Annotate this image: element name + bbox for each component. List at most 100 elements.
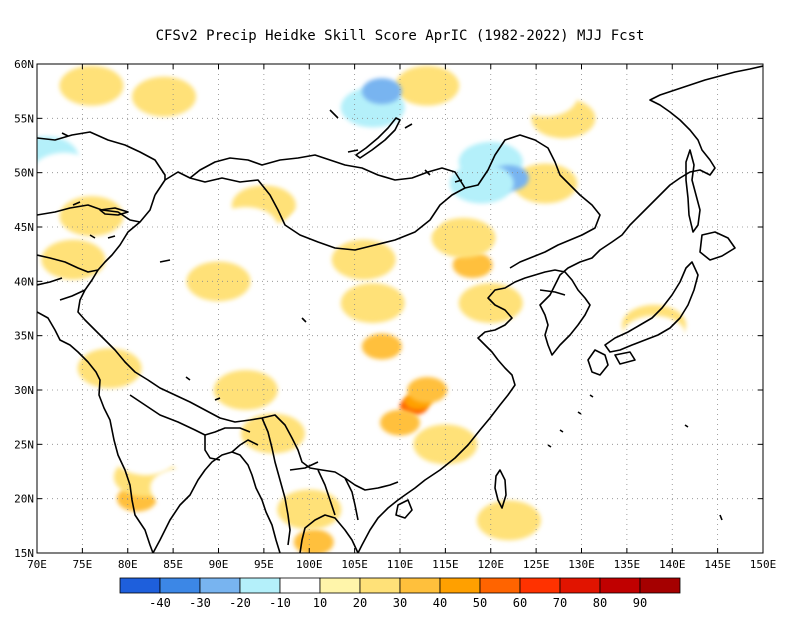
legend-label: 90: [633, 596, 647, 610]
coastline-sakhalin: [685, 149, 701, 233]
x-tick-label: 100E: [296, 558, 323, 571]
legend-color-box: [519, 577, 561, 594]
legend-label: -10: [269, 596, 291, 610]
legend-color-box: [479, 577, 521, 594]
y-tick-label: 50N: [14, 167, 34, 180]
coastline-taiwan: [494, 469, 507, 509]
legend-color-box: [279, 577, 321, 594]
skill-shade-19: [132, 76, 197, 117]
coastline-small-lakes: [61, 109, 463, 401]
legend-color-box: [559, 577, 601, 594]
map-title: CFSv2 Precip Heidke Skill Score AprIC (1…: [155, 28, 645, 44]
border-central-asia: [37, 254, 99, 301]
y-tick-label: 45N: [14, 221, 34, 234]
skill-score-shading: [37, 64, 687, 553]
skill-shade-46: [513, 76, 578, 117]
legend-label: 30: [393, 596, 407, 610]
x-tick-label: 95E: [254, 558, 274, 571]
skill-shade-15: [77, 348, 142, 389]
legend-label: 10: [313, 596, 327, 610]
skill-shade-24: [240, 413, 305, 454]
legend-label: 40: [433, 596, 447, 610]
legend-color-box: [159, 577, 201, 594]
x-tick-label: 90E: [209, 558, 229, 571]
skill-shade-33: [361, 78, 402, 105]
legend-label: -20: [229, 596, 251, 610]
legend-color-box: [639, 577, 681, 594]
legend-label: 60: [513, 596, 527, 610]
legend-color-box: [399, 577, 441, 594]
coastline-kyushu: [587, 349, 609, 376]
skill-shade-25: [186, 261, 251, 302]
coastline-hokkaido: [699, 231, 736, 261]
y-tick-label: 20N: [14, 493, 34, 506]
legend-color-box: [119, 577, 161, 594]
y-tick-label: 35N: [14, 330, 34, 343]
x-tick-label: 70E: [27, 558, 47, 571]
skill-shade-5: [340, 283, 405, 324]
y-tick-label: 25N: [14, 438, 34, 451]
x-tick-label: 105E: [341, 558, 368, 571]
y-tick-label: 55N: [14, 112, 34, 125]
x-axis-ticks: 70E 75E 80E 85E 90E 95E 100E 105E 110E 115E 120E 12…: [27, 64, 776, 571]
legend-label: -40: [149, 596, 171, 610]
skill-shade-23: [213, 370, 278, 410]
lake-balkhash: [99, 207, 129, 216]
x-tick-label: 140E: [659, 558, 686, 571]
y-axis-ticks: 15N 20N 25N 30N 35N 40N 45N 50N 55N 60N: [14, 58, 763, 560]
legend-color-box: [319, 577, 361, 594]
y-tick-label: 30N: [14, 384, 34, 397]
skill-shade-35: [37, 152, 97, 193]
skill-shade-44: [377, 196, 442, 237]
legend-label: 70: [553, 596, 567, 610]
border-south-asia: [129, 394, 359, 546]
coastline-ryukyu: [547, 394, 723, 521]
skill-shade-16: [41, 239, 106, 280]
skill-shade-18: [59, 65, 124, 106]
skill-shade-28: [476, 500, 541, 541]
skill-shade-17: [59, 196, 124, 237]
skill-shade-7: [452, 252, 493, 279]
x-tick-label: 135E: [614, 558, 641, 571]
legend-label: 80: [593, 596, 607, 610]
x-tick-label: 85E: [163, 558, 183, 571]
x-tick-label: 115E: [432, 558, 459, 571]
skill-shade-41: [150, 467, 215, 508]
y-tick-label: 15N: [14, 547, 34, 560]
legend-color-box: [199, 577, 241, 594]
y-tick-label: 40N: [14, 275, 34, 288]
skill-shade-8: [431, 217, 496, 258]
legend-label: 20: [353, 596, 367, 610]
x-tick-label: 80E: [118, 558, 138, 571]
x-tick-label: 110E: [387, 558, 414, 571]
lake-baikal: [355, 117, 401, 159]
legend-label: 50: [473, 596, 487, 610]
border-kazakhstan: [37, 131, 166, 223]
legend-color-box: [239, 577, 281, 594]
x-tick-label: 75E: [72, 558, 92, 571]
skill-shade-40: [213, 207, 278, 247]
lat-lon-gridlines: [37, 64, 763, 553]
y-tick-label: 60N: [14, 58, 34, 71]
coastline-shikoku: [614, 351, 636, 365]
skill-shade-22: [395, 65, 460, 106]
skill-shade-45: [277, 64, 342, 101]
legend-color-box: [359, 577, 401, 594]
skill-shade-20: [513, 163, 578, 204]
legend-color-box: [439, 577, 481, 594]
skill-shade-38: [286, 207, 351, 247]
x-tick-label: 150E: [750, 558, 777, 571]
coastline-honshu: [604, 261, 699, 353]
x-tick-label: 130E: [568, 558, 595, 571]
coastlines-and-borders: [37, 65, 763, 553]
border-korea: [539, 289, 566, 296]
skill-shade-3: [380, 409, 420, 436]
skill-shade-42: [113, 435, 178, 476]
x-tick-label: 125E: [523, 558, 550, 571]
x-tick-label: 145E: [704, 558, 731, 571]
x-tick-label: 120E: [478, 558, 505, 571]
legend-label: -30: [189, 596, 211, 610]
skill-shade-4: [361, 333, 402, 360]
